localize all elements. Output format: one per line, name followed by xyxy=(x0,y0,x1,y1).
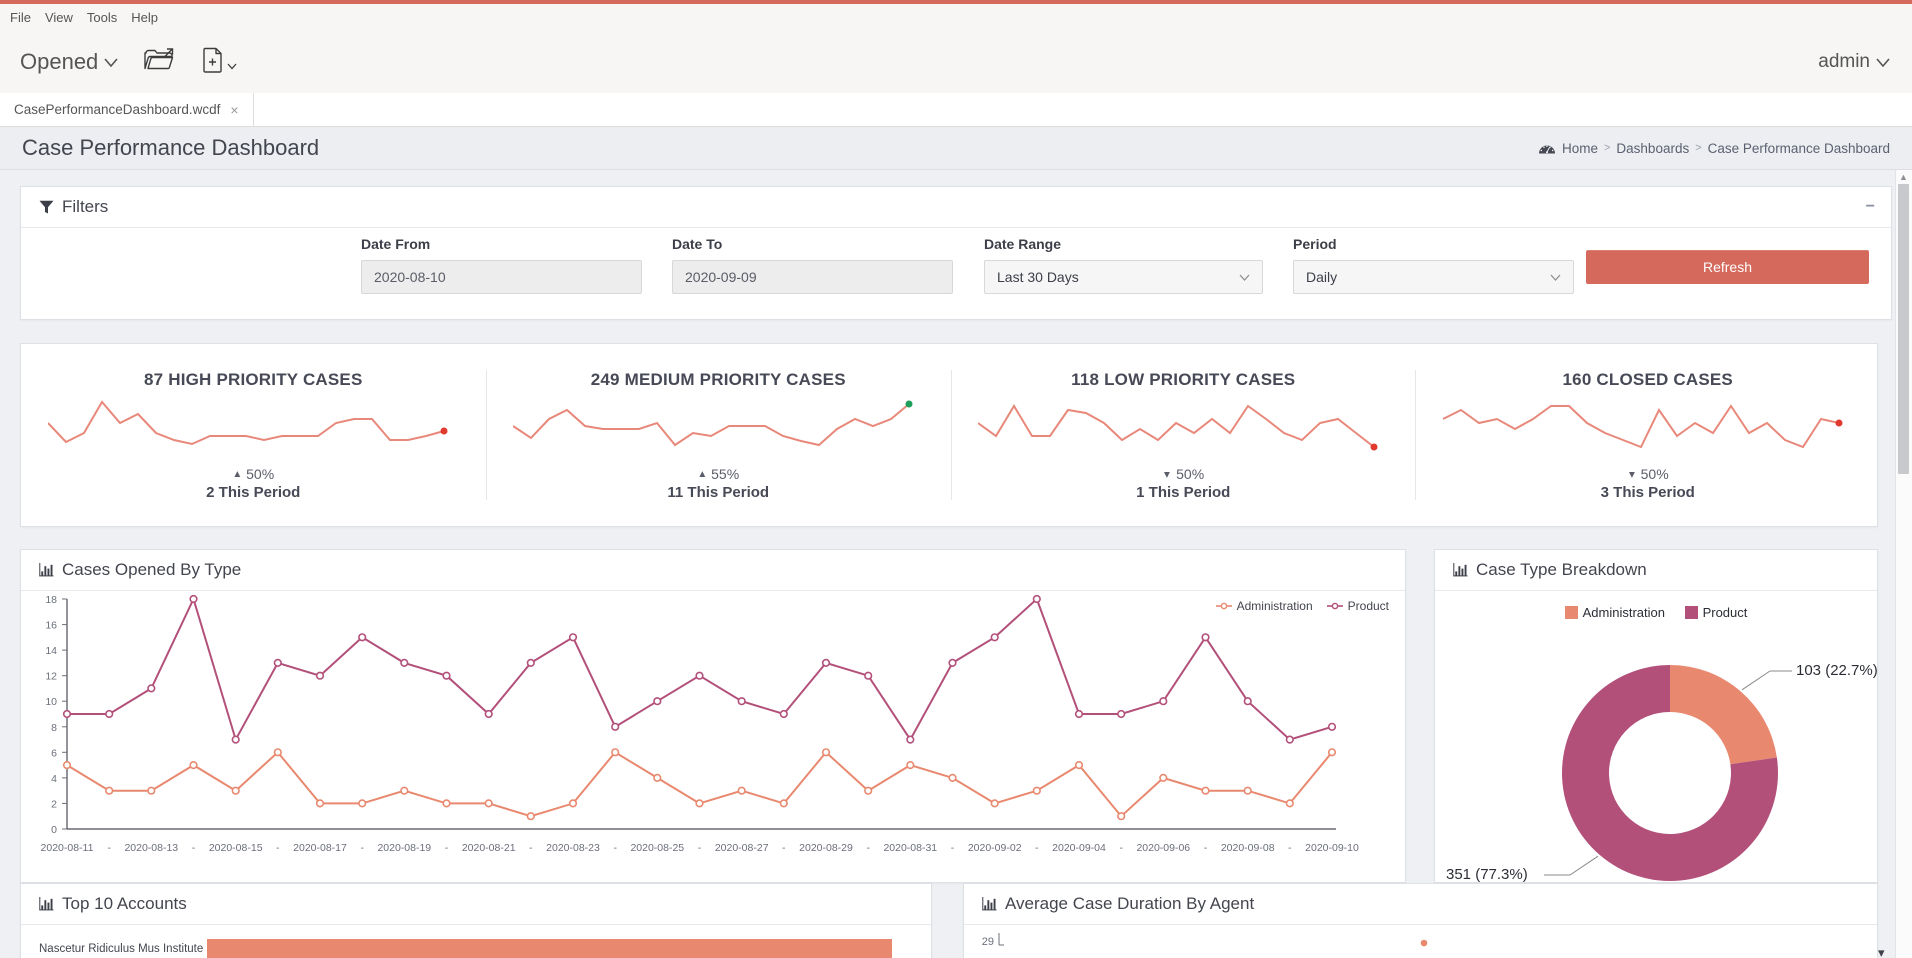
svg-text:2020-08-29: 2020-08-29 xyxy=(799,842,853,854)
svg-text:0: 0 xyxy=(51,824,57,836)
svg-text:351 (77.3%): 351 (77.3%) xyxy=(1446,866,1528,883)
svg-text:-: - xyxy=(613,842,617,854)
svg-text:2020-08-31: 2020-08-31 xyxy=(883,842,937,854)
svg-text:2020-09-10: 2020-09-10 xyxy=(1305,842,1359,854)
svg-text:2020-08-21: 2020-08-21 xyxy=(462,842,516,854)
svg-text:2020-08-27: 2020-08-27 xyxy=(715,842,769,854)
svg-text:-: - xyxy=(445,842,449,854)
svg-text:2020-08-19: 2020-08-19 xyxy=(377,842,431,854)
svg-text:2020-08-17: 2020-08-17 xyxy=(293,842,347,854)
svg-text:-: - xyxy=(782,842,786,854)
svg-text:-: - xyxy=(698,842,702,854)
svg-text:-: - xyxy=(107,842,111,854)
svg-text:2020-08-11: 2020-08-11 xyxy=(41,842,94,854)
svg-text:2020-09-06: 2020-09-06 xyxy=(1136,842,1190,854)
svg-text:-: - xyxy=(951,842,955,854)
svg-text:-: - xyxy=(866,842,870,854)
svg-text:-: - xyxy=(1288,842,1292,854)
svg-text:29: 29 xyxy=(982,936,994,948)
svg-text:-: - xyxy=(276,842,280,854)
svg-text:-: - xyxy=(529,842,533,854)
svg-text:-: - xyxy=(360,842,364,854)
svg-text:2020-09-04: 2020-09-04 xyxy=(1052,842,1106,854)
svg-text:12: 12 xyxy=(45,671,57,683)
svg-text:16: 16 xyxy=(45,620,57,632)
svg-text:-: - xyxy=(1035,842,1039,854)
svg-text:2020-09-02: 2020-09-02 xyxy=(968,842,1022,854)
svg-text:2020-09-08: 2020-09-08 xyxy=(1221,842,1275,854)
svg-text:103 (22.7%): 103 (22.7%) xyxy=(1796,662,1878,679)
svg-text:14: 14 xyxy=(45,645,57,657)
svg-text:2020-08-25: 2020-08-25 xyxy=(630,842,684,854)
svg-text:2020-08-15: 2020-08-15 xyxy=(209,842,263,854)
svg-text:8: 8 xyxy=(51,722,57,734)
svg-text:2: 2 xyxy=(51,798,57,810)
svg-text:10: 10 xyxy=(45,696,57,708)
svg-text:4: 4 xyxy=(51,773,57,785)
svg-text:6: 6 xyxy=(51,747,57,759)
svg-text:2020-08-23: 2020-08-23 xyxy=(546,842,600,854)
svg-text:-: - xyxy=(1119,842,1123,854)
svg-text:18: 18 xyxy=(45,594,57,606)
svg-text:2020-08-13: 2020-08-13 xyxy=(124,842,178,854)
svg-text:-: - xyxy=(192,842,196,854)
svg-text:-: - xyxy=(1204,842,1208,854)
